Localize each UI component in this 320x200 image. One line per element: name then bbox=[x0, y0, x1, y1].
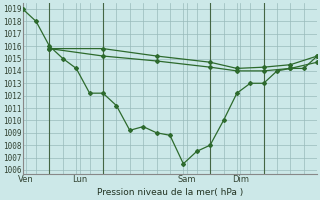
X-axis label: Pression niveau de la mer( hPa ): Pression niveau de la mer( hPa ) bbox=[97, 188, 243, 197]
